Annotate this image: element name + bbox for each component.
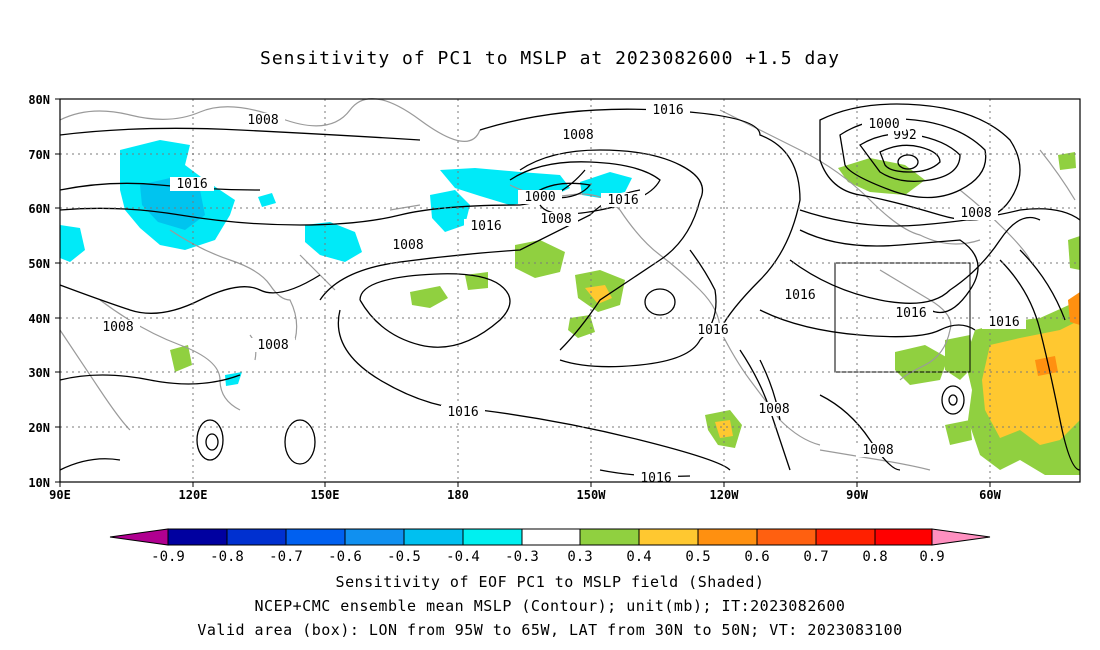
contour-label: 1008: [257, 338, 288, 353]
contour-labels: 1008 1016 1016 1008 1008 1016 1000 992 1…: [96, 103, 1026, 486]
contour-label: 1016: [697, 323, 728, 338]
y-tick-label: 70N: [28, 148, 50, 162]
colorbar-label: -0.6: [328, 549, 362, 565]
x-tick-label: 90E: [49, 488, 71, 502]
x-tick-label: 90W: [846, 488, 868, 502]
colorbar-box: [697, 528, 758, 546]
colorbar-label: -0.3: [505, 549, 539, 565]
colorbar-box: [167, 528, 228, 546]
y-tick-label: 40N: [28, 312, 50, 326]
contour-label: 1008: [540, 212, 571, 227]
contour-label: 1016: [470, 219, 501, 234]
colorbar-box: [344, 528, 405, 546]
x-tick-label: 120E: [179, 488, 208, 502]
y-tick-label: 60N: [28, 202, 50, 216]
contour-label: 1008: [862, 443, 893, 458]
colorbar-box: [638, 528, 699, 546]
contour-label: 1016: [447, 405, 478, 420]
contour-label: 1016: [176, 177, 207, 192]
contour-label: 1008: [758, 402, 789, 417]
colorbar-label: 0.5: [685, 549, 710, 565]
contour-label: 992: [893, 128, 916, 143]
colorbar: [109, 528, 991, 546]
colorbar-label: 0.7: [803, 549, 828, 565]
contour-label: 1008: [392, 238, 423, 253]
x-tick-label: 180: [447, 488, 469, 502]
contour-label: 1000: [868, 117, 899, 132]
colorbar-label: -0.7: [269, 549, 303, 565]
colorbar-arrow-left: [109, 528, 169, 546]
colorbar-box: [815, 528, 876, 546]
colorbar-label: 0.3: [567, 549, 592, 565]
y-tick-label: 80N: [28, 93, 50, 107]
contour-label: 1008: [960, 206, 991, 221]
colorbar-box: [285, 528, 346, 546]
colorbar-box: [579, 528, 640, 546]
colorbar-box: [756, 528, 817, 546]
contour-label: 1008: [102, 320, 133, 335]
plot-frame: [59, 98, 1081, 483]
colorbar-arrow-right: [931, 528, 991, 546]
y-tick-label: 50N: [28, 257, 50, 271]
contour-label: 1000: [524, 190, 555, 205]
colorbar-label: -0.9: [151, 549, 185, 565]
contour-label: 1016: [607, 193, 638, 208]
colorbar-box: [226, 528, 287, 546]
colorbar-box: [874, 528, 933, 546]
colorbar-box: [462, 528, 523, 546]
y-tick-label: 10N: [28, 476, 50, 490]
contour-label: 1016: [640, 471, 671, 486]
x-tick-label: 150W: [577, 488, 607, 502]
map-title: Sensitivity of PC1 to MSLP at 2023082600…: [259, 48, 840, 69]
contour-label: 1008: [247, 113, 278, 128]
colorbar-label: -0.5: [387, 549, 421, 565]
contour-label: 1008: [562, 128, 593, 143]
caption-line-3: Valid area (box): LON from 95W to 65W, L…: [197, 621, 903, 639]
contour-label: 1016: [988, 315, 1019, 330]
x-tick-label: 150E: [311, 488, 340, 502]
colorbar-label: -0.8: [210, 549, 244, 565]
caption-line-2: NCEP+CMC ensemble mean MSLP (Contour); u…: [254, 597, 846, 615]
caption-line-1: Sensitivity of EOF PC1 to MSLP field (Sh…: [335, 573, 765, 591]
x-tick-label: 60W: [979, 488, 1001, 502]
contour-label: 1016: [784, 288, 815, 303]
mslp-contours: [59, 103, 1081, 478]
contour-label: 1016: [652, 103, 683, 118]
contour-label: 1016: [895, 306, 926, 321]
x-tick-label: 120W: [710, 488, 740, 502]
colorbar-label: -0.4: [446, 549, 480, 565]
colorbar-label: 0.6: [744, 549, 769, 565]
colorbar-label: 0.8: [862, 549, 887, 565]
colorbar-box: [403, 528, 464, 546]
colorbar-label: 0.9: [919, 549, 944, 565]
positive-sensitivity-shading: [170, 152, 1080, 475]
y-tick-label: 20N: [28, 421, 50, 435]
axis-ticks: [55, 98, 991, 487]
y-tick-label: 30N: [28, 366, 50, 380]
colorbar-label: 0.4: [626, 549, 651, 565]
plot-area: [60, 99, 1080, 482]
colorbar-box: [521, 528, 581, 546]
